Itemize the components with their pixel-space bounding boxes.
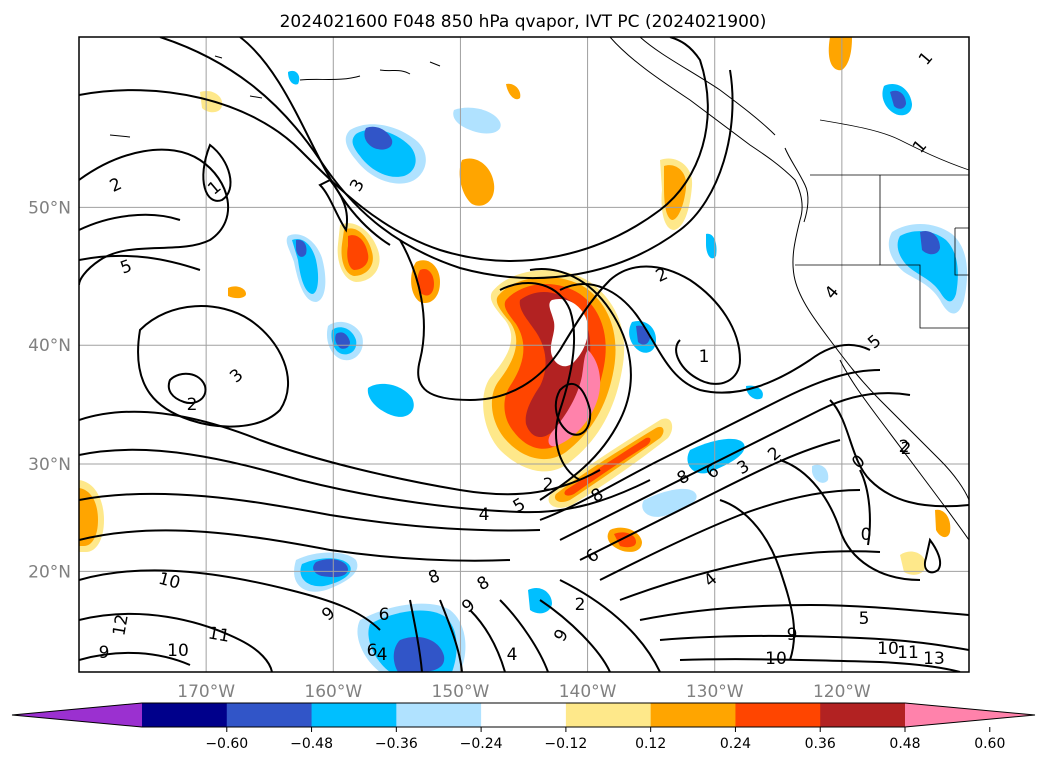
contour-label: 2 [901,439,912,459]
lat-tick-label: 40°N [28,336,71,356]
colorbar-bin [311,703,397,727]
contour-label: 6 [379,605,390,625]
lat-tick-label: 20°N [28,562,71,582]
colorbar-bin [226,703,313,727]
colorbar-bin [565,703,652,727]
lon-tick-label: 150°W [432,682,490,702]
contour-label: 4 [479,505,490,525]
colorbar-bin [650,703,736,727]
lon-tick-label: 130°W [686,682,744,702]
lat-tick-labels: 20°N 30°N 40°N 50°N [28,198,71,582]
colorbar-tick-label: −0.36 [375,736,418,752]
lat-tick-label: 50°N [28,198,71,218]
coastlines [109,37,969,541]
colorbar-bin [12,703,142,727]
colorbar-tick-label: 0.12 [635,736,666,752]
colorbar-tick-label: 0.24 [720,736,751,752]
contour-label: 2 [575,595,586,615]
colorbar-bin [396,703,482,727]
contour-label: 6 [367,641,378,661]
lon-tick-label: 170°W [177,682,235,702]
colorbar-bin [820,703,906,727]
colorbar-tick-label: −0.12 [544,736,587,752]
contour-label: 4 [507,645,518,665]
contour-label: 4 [377,645,388,665]
map-frame [78,36,970,673]
colorbar-bin [735,703,821,727]
lon-tick-label: 140°W [559,682,617,702]
colorbar-tick-label: 0.48 [889,736,920,752]
contour-label: 0 [861,525,872,545]
colorbar-outline [11,702,1036,728]
contour-label: 1 [699,347,710,367]
contour-label: 2 [899,437,910,457]
contour-label: 13 [923,649,945,669]
lon-tick-label: 160°W [304,682,362,702]
colorbar: −0.60 −0.48 −0.36 −0.24 −0.12 0.12 0.24 0.36 0.4… [11,702,1036,752]
colorbar-tick-label: −0.48 [290,736,333,752]
contour-label: 12 [109,613,132,638]
contour-label: 11 [206,623,231,646]
contour-label: 5 [859,609,870,629]
colorbar-tick-label: 0.36 [805,736,836,752]
lat-tick-label: 30°N [28,455,71,475]
contour-label: 9 [99,643,110,663]
contour-label: 2 [187,395,198,415]
colorbar-bin [142,703,228,727]
contour-label: 11 [897,643,919,663]
contour-label: 10 [765,649,787,669]
colorbar-tick-label: 0.60 [974,736,1005,752]
contour-label: 2 [543,475,554,495]
figure-title: 2024021600 F048 850 hPa qvapor, IVT PC (… [280,12,767,32]
colorbar-tick-label: −0.24 [460,736,503,752]
boundaries [795,119,969,329]
map-gridlines [79,37,969,672]
colorbar-bin [481,703,567,727]
lon-tick-labels: 170°W 160°W 150°W 140°W 130°W 120°W [177,682,871,702]
contour-label: 10 [877,639,899,659]
ivt-contours [79,37,969,672]
contour-label: 10 [167,641,189,661]
contour-label: 9 [787,625,798,645]
colorbar-tick-label: −0.60 [205,736,248,752]
colorbar-bin [905,703,1035,727]
lon-tick-label: 120°W [813,682,871,702]
